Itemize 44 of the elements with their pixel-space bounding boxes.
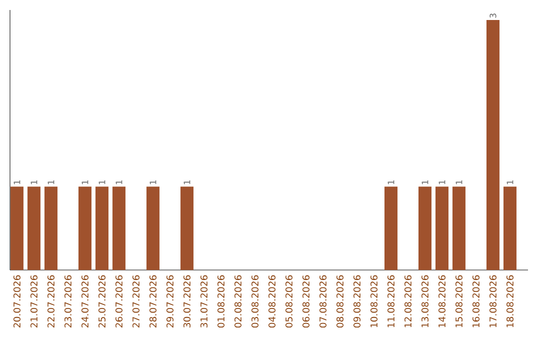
data-label: 1	[48, 180, 54, 184]
x-tick-label: 27.07.2026	[132, 275, 140, 328]
x-tick-label: 29.07.2026	[166, 275, 174, 328]
x-tick-label: 24.07.2026	[81, 275, 88, 328]
data-label: 1	[150, 180, 156, 184]
x-tick-label: 02.08.2026	[234, 275, 242, 328]
x-tick-label: 28.07.2026	[149, 275, 156, 328]
x-tick-label: 06.08.2026	[302, 275, 310, 328]
data-label: 1	[116, 180, 122, 184]
data-label: 1	[438, 180, 446, 184]
x-tick-label: 30.07.2026	[183, 275, 190, 328]
x-tick-label: 17.08.2026	[489, 275, 497, 328]
data-label: 1	[14, 180, 20, 184]
x-tick-label: 13.08.2026	[421, 275, 428, 328]
x-tick-label: 05.08.2026	[285, 275, 292, 328]
x-tick-label: 09.08.2026	[353, 275, 360, 328]
x-tick-label: 11.08.2026	[387, 275, 394, 328]
data-label: 1	[184, 180, 190, 184]
x-tick-label: 20.07.2026	[13, 275, 20, 328]
x-tick-label: 10.08.2026	[370, 275, 378, 328]
data-label: 1	[82, 180, 88, 184]
x-tick-label: 22.07.2026	[47, 275, 54, 328]
x-tick-label: 18.08.2026	[506, 275, 514, 328]
x-tick-label: 16.08.2026	[472, 275, 480, 328]
data-label: 3	[490, 14, 496, 18]
x-tick-label: 15.08.2026	[455, 275, 463, 328]
data-label: 1	[506, 180, 514, 184]
x-tick-label: 23.07.2026	[64, 275, 72, 328]
data-label: 1	[422, 180, 428, 184]
x-tick-label: 31.07.2026	[200, 275, 208, 328]
x-tick-label: 04.08.2026	[268, 275, 276, 328]
x-tick-label: 14.08.2026	[438, 275, 446, 328]
x-tick-label: 03.08.2026	[251, 275, 258, 328]
x-tick-label: 26.07.2026	[115, 275, 122, 328]
x-tick-label: 12.08.2026	[404, 275, 412, 328]
x-tick-label: 25.07.2026	[98, 275, 106, 328]
data-label: 1	[456, 180, 462, 184]
data-label: 1	[30, 180, 38, 184]
data-label: 1	[98, 180, 106, 184]
x-tick-label: 07.08.2026	[319, 275, 326, 328]
x-tick-label: 21.07.2026	[30, 275, 38, 328]
x-tick-label: 08.08.2026	[336, 275, 344, 328]
x-tick-label: 01.08.2026	[217, 275, 224, 328]
data-label: 1	[388, 180, 394, 184]
